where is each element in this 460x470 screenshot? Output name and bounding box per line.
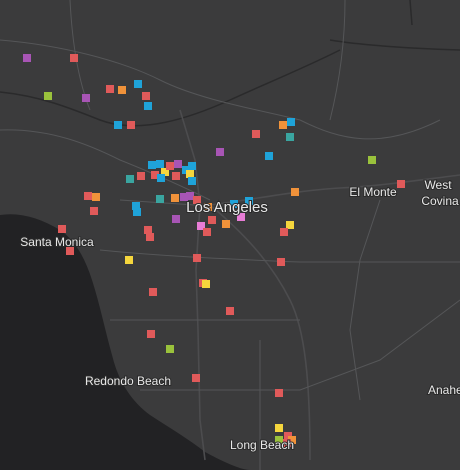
- location-marker[interactable]: [174, 160, 182, 168]
- city-label: Covina: [421, 194, 459, 208]
- location-marker[interactable]: [193, 196, 201, 204]
- location-marker[interactable]: [137, 172, 145, 180]
- location-marker[interactable]: [186, 170, 194, 178]
- city-label: Long Beach: [230, 438, 294, 452]
- location-marker[interactable]: [283, 439, 291, 447]
- location-marker[interactable]: [149, 288, 157, 296]
- location-marker[interactable]: [148, 161, 156, 169]
- markers: [23, 54, 405, 447]
- location-marker[interactable]: [275, 389, 283, 397]
- location-marker[interactable]: [114, 121, 122, 129]
- location-marker[interactable]: [291, 188, 299, 196]
- location-marker[interactable]: [84, 192, 92, 200]
- location-marker[interactable]: [151, 171, 159, 179]
- city-label: Anahe: [428, 383, 460, 397]
- location-marker[interactable]: [70, 54, 78, 62]
- location-marker[interactable]: [186, 192, 194, 200]
- location-marker[interactable]: [144, 102, 152, 110]
- location-marker[interactable]: [44, 92, 52, 100]
- location-marker[interactable]: [92, 193, 100, 201]
- location-marker[interactable]: [132, 202, 140, 210]
- location-marker[interactable]: [127, 121, 135, 129]
- location-marker[interactable]: [125, 256, 133, 264]
- city-label: Redondo Beach: [85, 374, 171, 388]
- location-marker[interactable]: [82, 94, 90, 102]
- location-marker[interactable]: [156, 160, 164, 168]
- location-marker[interactable]: [166, 162, 174, 170]
- location-marker[interactable]: [275, 436, 283, 444]
- location-marker[interactable]: [193, 254, 201, 262]
- ocean: [0, 214, 250, 470]
- location-marker[interactable]: [208, 216, 216, 224]
- location-marker[interactable]: [90, 207, 98, 215]
- location-marker[interactable]: [156, 195, 164, 203]
- location-marker[interactable]: [279, 121, 287, 129]
- location-marker[interactable]: [275, 424, 283, 432]
- location-marker[interactable]: [172, 215, 180, 223]
- location-marker[interactable]: [203, 228, 211, 236]
- location-marker[interactable]: [118, 86, 126, 94]
- location-marker[interactable]: [192, 374, 200, 382]
- city-label: El Monte: [349, 185, 397, 199]
- location-marker[interactable]: [368, 156, 376, 164]
- city-label: West: [424, 178, 452, 192]
- location-marker[interactable]: [286, 221, 294, 229]
- location-marker[interactable]: [204, 203, 212, 211]
- location-marker[interactable]: [144, 226, 152, 234]
- location-marker[interactable]: [134, 80, 142, 88]
- location-marker[interactable]: [126, 175, 134, 183]
- labels: Los Angeles El Monte West Covina Santa M…: [19, 177, 460, 453]
- location-marker[interactable]: [133, 208, 141, 216]
- location-marker[interactable]: [157, 174, 165, 182]
- location-marker[interactable]: [237, 213, 245, 221]
- location-marker[interactable]: [106, 85, 114, 93]
- location-marker[interactable]: [280, 228, 288, 236]
- location-marker[interactable]: [216, 148, 224, 156]
- location-marker[interactable]: [230, 200, 238, 208]
- location-marker[interactable]: [66, 247, 74, 255]
- location-marker[interactable]: [197, 222, 205, 230]
- location-marker[interactable]: [252, 130, 260, 138]
- location-marker[interactable]: [172, 172, 180, 180]
- location-marker[interactable]: [287, 118, 295, 126]
- city-label: Santa Monica: [20, 235, 94, 249]
- location-marker[interactable]: [188, 177, 196, 185]
- location-marker[interactable]: [147, 330, 155, 338]
- location-marker[interactable]: [171, 194, 179, 202]
- location-marker[interactable]: [23, 54, 31, 62]
- location-marker[interactable]: [202, 280, 210, 288]
- location-marker[interactable]: [166, 345, 174, 353]
- location-marker[interactable]: [188, 162, 196, 170]
- location-marker[interactable]: [58, 225, 66, 233]
- location-marker[interactable]: [286, 133, 294, 141]
- location-marker[interactable]: [142, 92, 150, 100]
- location-marker[interactable]: [288, 436, 296, 444]
- location-marker[interactable]: [222, 220, 230, 228]
- location-marker[interactable]: [277, 258, 285, 266]
- location-marker[interactable]: [161, 168, 169, 176]
- location-marker[interactable]: [265, 152, 273, 160]
- location-marker[interactable]: [245, 197, 253, 205]
- location-marker[interactable]: [226, 307, 234, 315]
- location-marker[interactable]: [146, 233, 154, 241]
- city-label: Los Angeles: [186, 199, 268, 216]
- location-marker[interactable]: [180, 193, 188, 201]
- location-marker[interactable]: [397, 180, 405, 188]
